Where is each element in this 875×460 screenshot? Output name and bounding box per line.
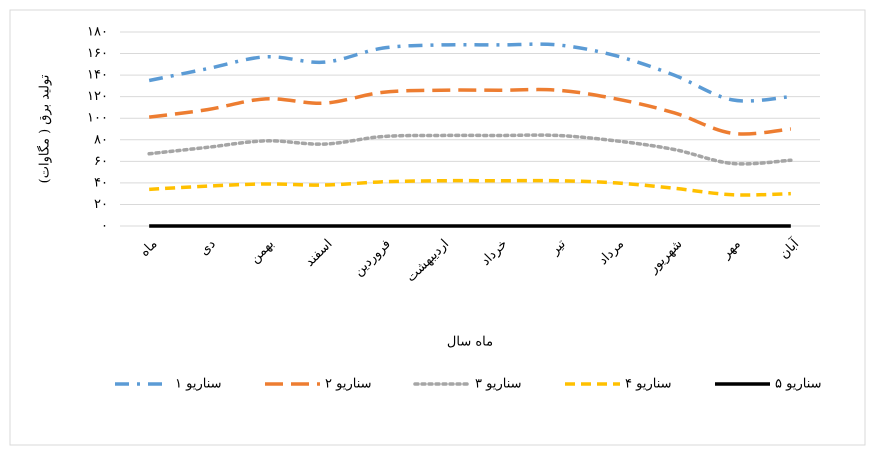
legend-label: سناریو ۳: [475, 377, 522, 392]
series-line: [148, 87, 791, 136]
y-tick-label: ۰: [101, 219, 108, 234]
y-axis-label: تولید برق ( مگاوات): [37, 74, 53, 183]
x-axis-label: ماه سال: [447, 335, 493, 350]
y-tick-label: ۱۲۰: [87, 89, 108, 104]
y-tick-label: ۱۴۰: [87, 68, 108, 83]
series-line: [149, 178, 791, 197]
y-tick-label: ۱۰۰: [87, 111, 108, 126]
legend-label: سناریو ۵: [775, 377, 822, 392]
y-tick-label: ۸۰: [94, 132, 108, 147]
y-tick-label: ۲۰: [94, 197, 108, 212]
y-tick-label: ۱۶۰: [87, 46, 108, 61]
legend-label: سناریو ۲: [325, 377, 372, 392]
y-tick-label: ۱۸۰: [87, 25, 108, 40]
series-line: [147, 133, 793, 166]
legend-label: سناریو ۴: [625, 377, 672, 392]
y-tick-label: ۶۰: [94, 154, 108, 169]
y-tick-label: ۴۰: [94, 175, 108, 190]
legend-label: سناریو ۱: [175, 377, 222, 392]
